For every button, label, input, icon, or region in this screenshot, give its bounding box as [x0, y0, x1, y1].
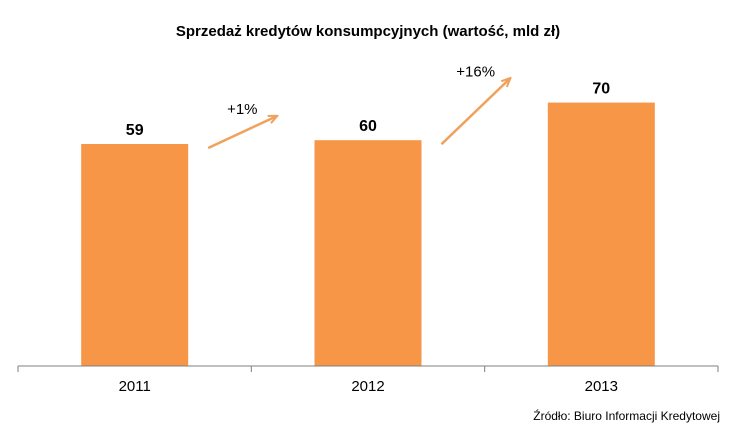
value-label-2011: 59	[126, 122, 144, 139]
tick-label-2012: 2012	[351, 378, 384, 395]
bars	[81, 102, 655, 366]
value-label-2013: 70	[592, 81, 610, 98]
growth-annotations: +1% +16%	[207, 64, 510, 150]
x-axis-tick-labels: 2011 2012 2013	[119, 378, 618, 395]
value-labels: 59 60 70	[126, 81, 610, 139]
growth-label-2012-2013: +16%	[456, 64, 495, 81]
tick-label-2013: 2013	[585, 378, 618, 395]
value-label-2012: 60	[359, 118, 377, 135]
bar-2013	[547, 102, 655, 366]
growth-label-2011-2012: +1%	[227, 101, 257, 118]
growth-arrow-2011-2012	[207, 116, 276, 150]
chart-title: Sprzedaż kredytów konsumpcyjnych (wartoś…	[176, 23, 560, 40]
growth-arrow-2012-2013	[440, 79, 510, 146]
bar-2011	[81, 144, 189, 366]
source-note: Źródło: Biuro Informacji Kredytowej	[533, 408, 720, 423]
tick-label-2011: 2011	[119, 378, 151, 395]
x-axis-ticks	[17, 366, 719, 372]
bar-2012	[314, 140, 422, 366]
